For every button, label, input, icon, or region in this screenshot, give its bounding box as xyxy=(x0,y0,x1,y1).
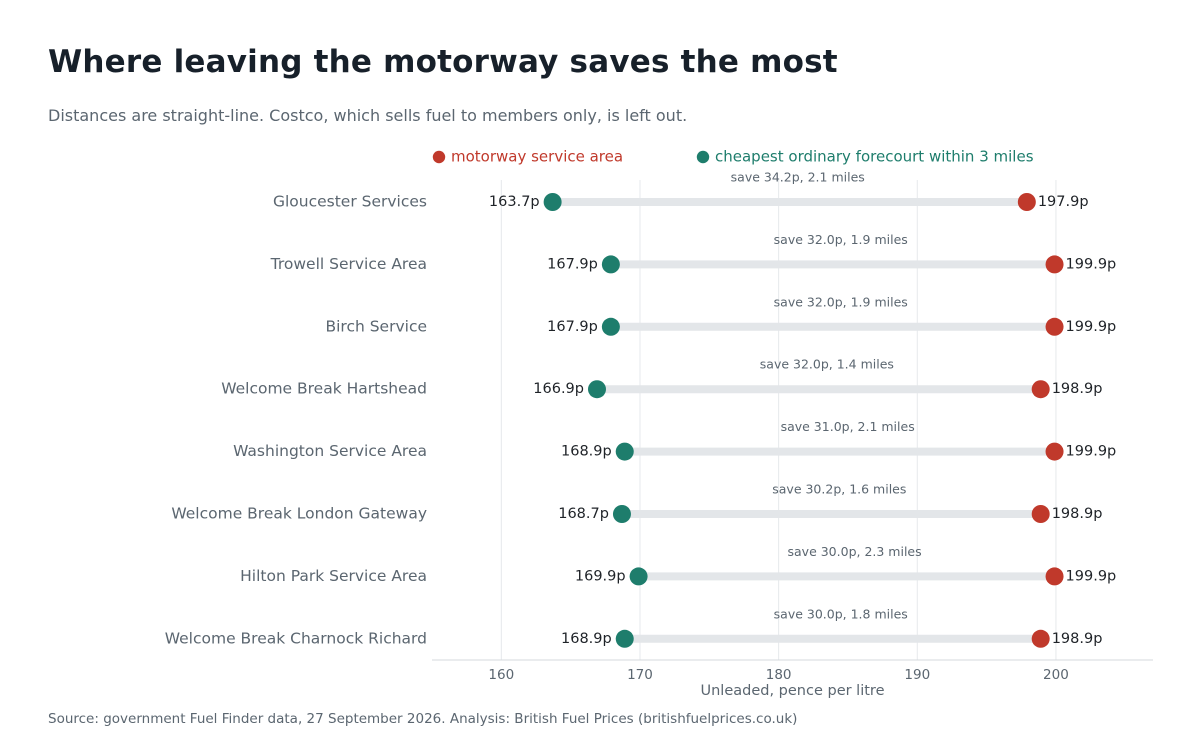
row-label: Welcome Break Hartshead xyxy=(221,380,427,398)
saving-annotation: save 32.0p, 1.4 miles xyxy=(760,357,894,372)
saving-annotation: save 34.2p, 2.1 miles xyxy=(731,170,865,185)
forecourt-value-label: 167.9p xyxy=(547,319,598,335)
motorway-value-label: 199.9p xyxy=(1066,319,1117,335)
legend-forecourt-marker xyxy=(696,150,710,164)
row-label: Gloucester Services xyxy=(273,193,427,211)
forecourt-value-label: 168.9p xyxy=(561,631,612,647)
x-tick-label: 160 xyxy=(488,667,514,683)
saving-annotation: save 31.0p, 2.1 miles xyxy=(781,419,915,434)
source-note: Source: government Fuel Finder data, 27 … xyxy=(48,711,798,727)
forecourt-point xyxy=(601,255,620,274)
motorway-point xyxy=(1017,193,1036,211)
motorway-value-label: 199.9p xyxy=(1066,256,1117,272)
forecourt-value-label: 163.7p xyxy=(489,194,540,210)
x-tick-label: 170 xyxy=(627,667,653,683)
row-label: Welcome Break Charnock Richard xyxy=(165,629,427,647)
legend-forecourt-label: cheapest ordinary forecourt within 3 mil… xyxy=(715,148,1034,166)
motorway-value-label: 198.9p xyxy=(1052,631,1103,647)
motorway-value-label: 198.9p xyxy=(1052,506,1103,522)
x-axis-label: Unleaded, pence per litre xyxy=(700,683,884,699)
forecourt-point xyxy=(615,629,634,648)
motorway-value-label: 199.9p xyxy=(1066,568,1117,584)
row-label: Trowell Service Area xyxy=(270,255,427,273)
forecourt-point xyxy=(615,442,634,461)
saving-annotation: save 32.0p, 1.9 miles xyxy=(774,232,908,247)
motorway-point xyxy=(1031,505,1050,523)
row-label: Birch Service xyxy=(325,317,427,335)
forecourt-point xyxy=(601,317,620,336)
saving-annotation: save 30.2p, 1.6 miles xyxy=(772,482,906,497)
x-tick-label: 180 xyxy=(766,667,792,683)
chart-title: Where leaving the motorway saves the mos… xyxy=(48,44,838,80)
motorway-point xyxy=(1045,442,1064,461)
row-label: Washington Service Area xyxy=(233,442,427,460)
forecourt-point xyxy=(629,567,648,586)
motorway-point xyxy=(1031,629,1050,648)
motorway-value-label: 199.9p xyxy=(1066,444,1117,460)
motorway-point xyxy=(1045,317,1064,336)
forecourt-value-label: 168.9p xyxy=(561,444,612,460)
forecourt-point xyxy=(587,380,606,399)
forecourt-value-label: 166.9p xyxy=(533,381,584,397)
forecourt-point xyxy=(612,505,631,523)
saving-annotation: save 30.0p, 2.3 miles xyxy=(788,544,922,559)
motorway-value-label: 197.9p xyxy=(1038,194,1089,210)
row-label: Hilton Park Service Area xyxy=(240,567,427,585)
x-tick-label: 190 xyxy=(904,667,930,683)
motorway-point xyxy=(1045,567,1064,586)
forecourt-value-label: 167.9p xyxy=(547,256,598,272)
forecourt-value-label: 169.9p xyxy=(575,568,626,584)
legend-motorway-label: motorway service area xyxy=(451,148,623,166)
saving-annotation: save 32.0p, 1.9 miles xyxy=(774,294,908,309)
motorway-point xyxy=(1045,255,1064,274)
row-label: Welcome Break London Gateway xyxy=(171,505,427,523)
motorway-value-label: 198.9p xyxy=(1052,381,1103,397)
legend-motorway-marker xyxy=(432,150,446,164)
saving-annotation: save 30.0p, 1.8 miles xyxy=(774,606,908,621)
motorway-point xyxy=(1031,380,1050,399)
x-tick-label: 200 xyxy=(1043,667,1069,683)
forecourt-point xyxy=(543,193,562,211)
forecourt-value-label: 168.7p xyxy=(558,506,609,522)
chart-subtitle: Distances are straight-line. Costco, whi… xyxy=(48,106,688,125)
